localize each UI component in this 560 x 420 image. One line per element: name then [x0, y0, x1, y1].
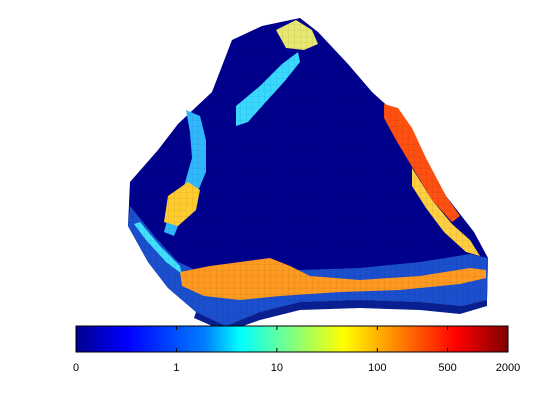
colorbar-tick-label: 2000	[496, 362, 520, 374]
reservoir-surface	[128, 18, 488, 332]
colorbar-tick-label: 0	[73, 362, 79, 374]
colorbar-tick-label: 10	[271, 362, 283, 374]
colorbar-tick-label: 500	[438, 362, 456, 374]
colorbar-ticks: 0 1 10 100 500 2000	[73, 326, 520, 374]
reservoir-grid-overlay	[128, 18, 488, 326]
colorbar: 0 1 10 100 500 2000	[73, 325, 520, 374]
reservoir-bottom-edge	[194, 300, 487, 332]
colorbar-tick-label: 100	[368, 362, 386, 374]
colorbar-tick-label: 1	[173, 362, 179, 374]
colorbar-gradient	[75, 325, 509, 353]
